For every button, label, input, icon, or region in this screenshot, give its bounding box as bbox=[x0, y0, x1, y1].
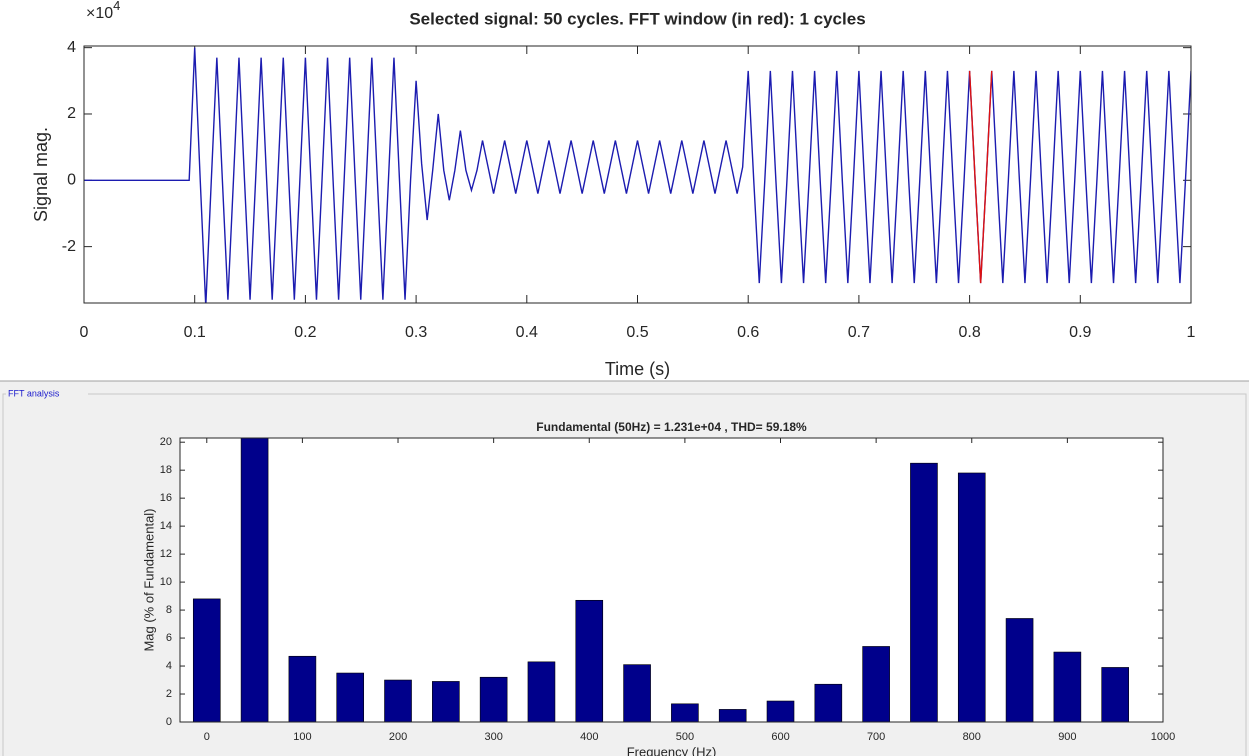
y-axis-label: Mag (% of Fundamental) bbox=[141, 508, 156, 651]
bar bbox=[862, 646, 890, 722]
x-tick-label: 0 bbox=[80, 324, 89, 341]
y-multiplier: ×104 bbox=[86, 0, 120, 22]
bar bbox=[1005, 618, 1034, 722]
y-tick-label: 10 bbox=[160, 576, 172, 588]
bar bbox=[288, 655, 317, 722]
bar bbox=[1101, 667, 1129, 722]
y-multiplier-power: 4 bbox=[113, 0, 120, 13]
x-tick-label: 900 bbox=[1058, 731, 1076, 743]
bar bbox=[192, 598, 221, 722]
signal-line bbox=[968, 70, 993, 284]
x-tick-label: 0.2 bbox=[294, 324, 316, 341]
bar bbox=[671, 703, 699, 722]
x-tick-label: 1 bbox=[1187, 324, 1196, 341]
x-tick-label: 600 bbox=[771, 731, 789, 743]
x-tick-label: 0.1 bbox=[184, 324, 206, 341]
y-tick-label: 8 bbox=[166, 604, 172, 616]
axes-box bbox=[83, 45, 1192, 304]
x-tick-label: 0.8 bbox=[958, 324, 980, 341]
y-tick-label: 2 bbox=[67, 105, 76, 122]
bar bbox=[957, 472, 986, 722]
y-tick-label: 6 bbox=[166, 632, 172, 644]
x-tick-label: 0.6 bbox=[737, 324, 759, 341]
y-multiplier-base: ×10 bbox=[86, 5, 113, 22]
bar bbox=[766, 700, 795, 722]
x-tick-label: 0.3 bbox=[405, 324, 427, 341]
plot-area bbox=[84, 46, 1191, 303]
x-tick-label: 0.7 bbox=[848, 324, 870, 341]
bar bbox=[575, 599, 604, 722]
bar bbox=[718, 709, 747, 722]
panel-frame bbox=[2, 393, 1247, 756]
x-tick-label: 1000 bbox=[1151, 731, 1175, 743]
y-tick-label: 12 bbox=[160, 548, 172, 560]
y-tick-label: 4 bbox=[166, 660, 172, 672]
bar bbox=[384, 679, 412, 722]
x-tick-label: 0.4 bbox=[516, 324, 538, 341]
y-tick-label: 18 bbox=[160, 464, 172, 476]
y-tick-label: 0 bbox=[166, 716, 172, 728]
x-tick-label: 0.9 bbox=[1069, 324, 1091, 341]
bar bbox=[623, 664, 651, 722]
x-tick-label: 0.5 bbox=[626, 324, 648, 341]
x-tick-label: 300 bbox=[484, 731, 502, 743]
y-tick-label: 4 bbox=[67, 39, 76, 56]
x-tick-label: 800 bbox=[963, 731, 981, 743]
x-tick-label: 0 bbox=[204, 731, 210, 743]
x-axis-label: Time (s) bbox=[605, 359, 670, 379]
y-tick-label: 0 bbox=[67, 172, 76, 189]
x-tick-label: 200 bbox=[389, 731, 407, 743]
bar bbox=[240, 438, 269, 722]
signal-line bbox=[84, 47, 1191, 303]
bar bbox=[910, 462, 938, 722]
chart-title: Selected signal: 50 cycles. FFT window (… bbox=[409, 9, 865, 28]
x-tick-label: 700 bbox=[867, 731, 885, 743]
y-tick-label: 2 bbox=[166, 688, 172, 700]
chart-title: Fundamental (50Hz) = 1.231e+04 , THD= 59… bbox=[536, 420, 807, 434]
bar bbox=[432, 681, 460, 722]
x-tick-label: 500 bbox=[676, 731, 694, 743]
bar bbox=[336, 672, 365, 722]
x-tick-label: 100 bbox=[293, 731, 311, 743]
x-tick-label: 400 bbox=[580, 731, 598, 743]
y-tick-label: 16 bbox=[160, 492, 172, 504]
bar bbox=[479, 676, 508, 722]
x-axis-label: Frequency (Hz) bbox=[627, 744, 717, 756]
bar bbox=[814, 683, 843, 722]
y-axis-label: Signal mag. bbox=[31, 127, 51, 222]
panel-title-backdrop bbox=[6, 388, 88, 400]
y-tick-label: 20 bbox=[160, 436, 172, 448]
bar bbox=[1053, 651, 1082, 722]
bar bbox=[527, 661, 556, 722]
y-tick-label: -2 bbox=[62, 238, 76, 255]
axes-box bbox=[179, 437, 1164, 723]
panel-title: FFT analysis bbox=[8, 388, 60, 398]
y-tick-label: 14 bbox=[160, 520, 172, 532]
